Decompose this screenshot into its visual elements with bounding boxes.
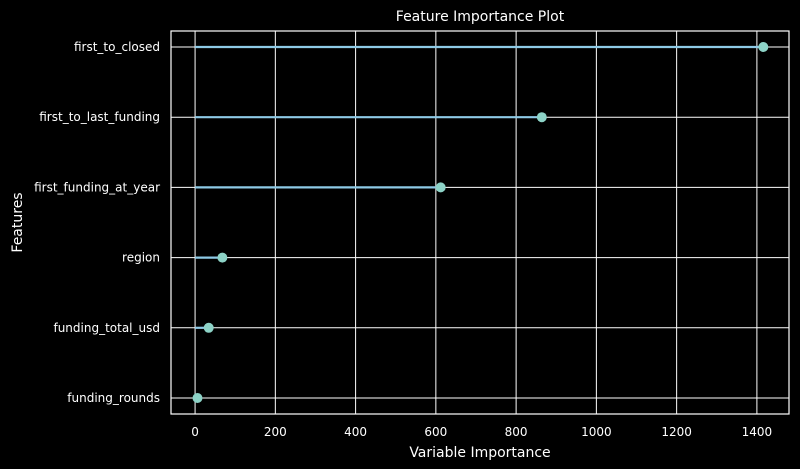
x-tick-label: 0 [191,425,199,439]
lollipop-marker [192,393,203,403]
lollipop-marker [435,182,446,193]
x-axis-label: Variable Importance [409,445,550,461]
x-tick-labels: 0 200 400 600 800 1000 1200 1400 [191,425,772,439]
x-tick-label: 1000 [581,425,612,439]
lollipop-markers [192,42,769,403]
chart-title: Feature Importance Plot [396,9,565,25]
x-tick-label: 1200 [661,425,692,439]
x-gridlines [194,31,758,414]
y-tick-label: first_funding_at_year [34,180,160,194]
y-tick-label: first_to_last_funding [39,110,160,124]
x-tick-label: 200 [264,425,287,439]
x-tick-label: 400 [344,425,367,439]
x-tick-label: 600 [424,425,447,439]
lollipop-marker [217,252,228,263]
plot-frame [170,30,790,415]
x-tick-label: 1400 [742,425,773,439]
y-tick-label: funding_rounds [67,391,160,405]
y-tick-label: first_to_closed [74,40,160,54]
y-tick-label: region [122,251,160,265]
y-tick-label: funding_total_usd [53,321,160,335]
y-tick-labels: first_to_closed first_to_last_fundingfirs… [34,40,160,405]
y-axis-label: Features [10,192,26,252]
x-tick-label: 800 [505,425,528,439]
lollipop-marker [536,112,547,123]
lollipop-marker [758,42,769,52]
lollipop-marker [203,322,214,333]
